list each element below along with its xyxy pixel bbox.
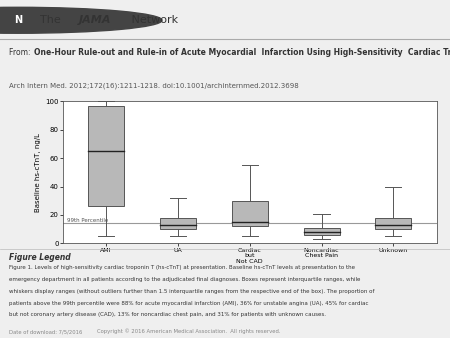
Text: but not coronary artery disease (CAD), 13% for noncardiac chest pain, and 31% fo: but not coronary artery disease (CAD), 1… bbox=[9, 312, 326, 317]
Text: patients above the 99th percentile were 88% for acute myocardial infarction (AMI: patients above the 99th percentile were … bbox=[9, 300, 369, 306]
Text: Figure Legend: Figure Legend bbox=[9, 253, 71, 262]
Text: Date of download: 7/5/2016: Date of download: 7/5/2016 bbox=[9, 329, 82, 334]
Text: Network: Network bbox=[128, 15, 178, 25]
Bar bbox=[375, 218, 411, 229]
Text: The: The bbox=[40, 15, 65, 25]
Bar bbox=[304, 228, 340, 235]
Circle shape bbox=[0, 7, 162, 33]
Y-axis label: Baseline hs-cTnT, ng/L: Baseline hs-cTnT, ng/L bbox=[35, 133, 41, 212]
Text: emergency department in all patients according to the adjudicated final diagnose: emergency department in all patients acc… bbox=[9, 277, 360, 282]
Text: JAMA: JAMA bbox=[79, 15, 111, 25]
Text: From:: From: bbox=[9, 48, 33, 57]
Text: Copyright © 2016 American Medical Association.  All rights reserved.: Copyright © 2016 American Medical Associ… bbox=[97, 329, 281, 334]
Text: Arch Intern Med. 2012;172(16):1211-1218. doi:10.1001/archinternmed.2012.3698: Arch Intern Med. 2012;172(16):1211-1218.… bbox=[9, 83, 299, 90]
Text: 99th Percentile: 99th Percentile bbox=[67, 218, 108, 223]
Text: N: N bbox=[14, 15, 22, 25]
Text: One-Hour Rule-out and Rule-in of Acute Myocardial  Infarction Using High-Sensiti: One-Hour Rule-out and Rule-in of Acute M… bbox=[34, 48, 450, 57]
Bar bbox=[88, 106, 124, 207]
Bar bbox=[160, 218, 196, 229]
Bar bbox=[232, 201, 268, 226]
Text: Figure 1. Levels of high-sensitivity cardiac troponin T (hs-cTnT) at presentatio: Figure 1. Levels of high-sensitivity car… bbox=[9, 265, 355, 270]
Text: whiskers display ranges (without outliers further than 1.5 interquartile ranges : whiskers display ranges (without outlier… bbox=[9, 289, 374, 294]
